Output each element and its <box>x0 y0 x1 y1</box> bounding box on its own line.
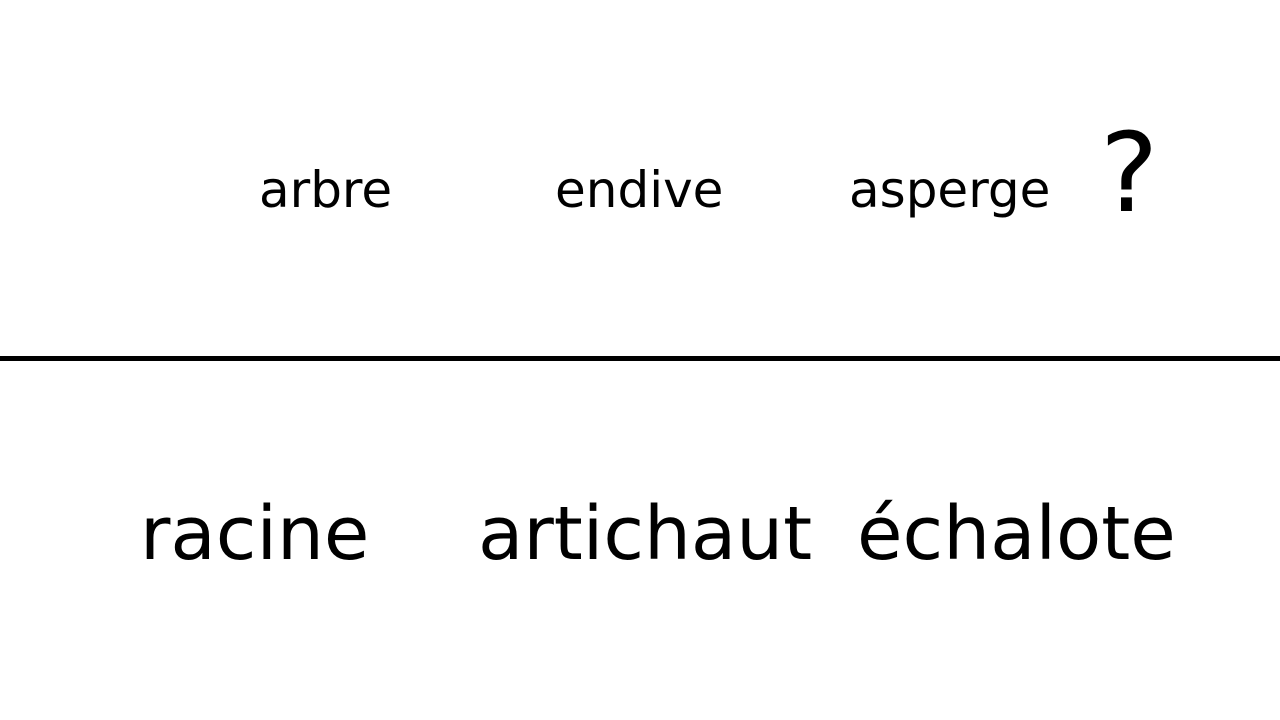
divider-line <box>0 356 1280 361</box>
option-word-echalote[interactable]: échalote <box>857 491 1176 577</box>
prompt-word-arbre: arbre <box>259 161 393 219</box>
option-word-racine[interactable]: racine <box>140 491 370 577</box>
prompt-word-endive: endive <box>555 161 724 219</box>
option-word-artichaut[interactable]: artichaut <box>478 491 813 577</box>
prompt-word-asperge: asperge <box>849 161 1051 219</box>
question-mark: ? <box>1100 109 1159 237</box>
